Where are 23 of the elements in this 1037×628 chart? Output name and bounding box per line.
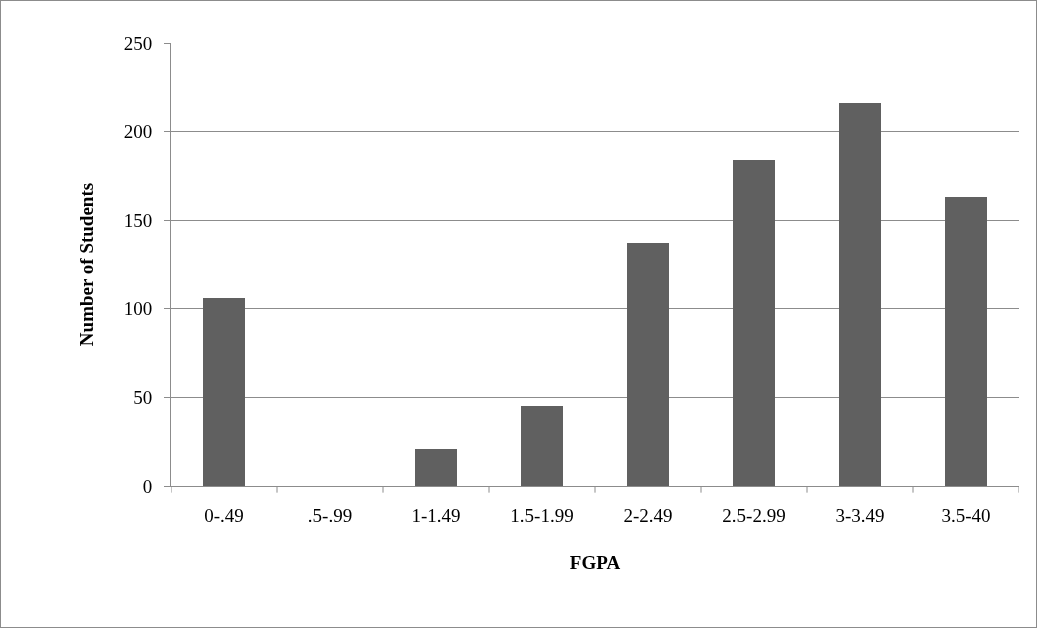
x-tick-label: 1.5-1.99 [510,504,574,526]
y-tick-label: 50 [133,387,153,409]
bar [733,160,775,486]
x-tick-label: 2-2.49 [623,504,673,526]
bar [203,298,245,486]
bar [945,197,987,486]
bar [415,449,457,486]
x-tick-label: 3.5-40 [941,504,991,526]
y-tick-label: 250 [123,32,153,54]
x-tick-label: .5-.99 [307,504,353,526]
bar [839,103,881,486]
y-tick-label: 150 [123,209,153,231]
x-tick-label: 2.5-2.99 [722,504,786,526]
x-tick-label: 0-.49 [204,504,244,526]
x-axis-title: FGPA [569,551,621,573]
y-tick-label: 0 [142,475,153,497]
y-tick-label: 200 [123,121,153,143]
x-tick-label: 1-1.49 [411,504,461,526]
x-tick-label: 3-3.49 [835,504,885,526]
y-tick-label: 100 [123,298,153,320]
y-axis-title: Number of Students [75,182,97,347]
bar [627,243,669,486]
bar [521,406,563,486]
